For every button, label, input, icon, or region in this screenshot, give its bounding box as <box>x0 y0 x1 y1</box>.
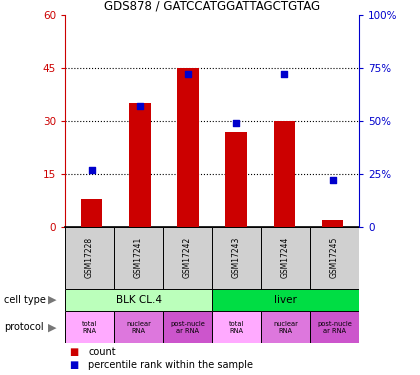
Bar <box>129 103 151 227</box>
Point <box>329 177 336 183</box>
Text: ▶: ▶ <box>48 295 57 305</box>
Text: nuclear
RNA: nuclear RNA <box>273 321 298 334</box>
Bar <box>163 227 212 289</box>
Bar <box>81 199 102 227</box>
Text: ■: ■ <box>69 347 79 357</box>
Text: protocol: protocol <box>4 322 44 332</box>
Bar <box>114 227 163 289</box>
Text: GSM17243: GSM17243 <box>232 237 241 279</box>
Point <box>88 166 95 172</box>
Text: post-nucle
ar RNA: post-nucle ar RNA <box>317 321 352 334</box>
Bar <box>65 311 114 343</box>
Bar <box>212 289 359 311</box>
Text: GSM17244: GSM17244 <box>281 237 290 279</box>
Text: ▶: ▶ <box>48 322 57 332</box>
Text: GSM17245: GSM17245 <box>330 237 339 279</box>
Point <box>185 71 192 77</box>
Text: total
RNA: total RNA <box>229 321 244 334</box>
Text: total
RNA: total RNA <box>82 321 97 334</box>
Bar <box>114 311 163 343</box>
Point <box>281 71 288 77</box>
Text: GSM17242: GSM17242 <box>183 237 192 278</box>
Text: ■: ■ <box>69 360 79 370</box>
Text: GSM17241: GSM17241 <box>134 237 143 278</box>
Text: nuclear
RNA: nuclear RNA <box>126 321 151 334</box>
Text: percentile rank within the sample: percentile rank within the sample <box>88 360 253 370</box>
Text: liver: liver <box>274 295 297 305</box>
Bar <box>261 227 310 289</box>
Bar <box>273 121 295 227</box>
Bar <box>310 227 359 289</box>
Bar <box>226 132 247 227</box>
Bar <box>177 68 199 227</box>
Point <box>233 120 239 126</box>
Bar <box>65 289 212 311</box>
Text: BLK CL.4: BLK CL.4 <box>116 295 162 305</box>
Bar <box>322 220 344 227</box>
Title: GDS878 / GATCCATGGATTAGCTGTAG: GDS878 / GATCCATGGATTAGCTGTAG <box>104 0 320 12</box>
Bar <box>212 311 261 343</box>
Bar <box>65 227 114 289</box>
Text: post-nucle
ar RNA: post-nucle ar RNA <box>170 321 205 334</box>
Text: GSM17228: GSM17228 <box>85 237 94 278</box>
Bar <box>310 311 359 343</box>
Bar <box>163 311 212 343</box>
Text: cell type: cell type <box>4 295 46 305</box>
Bar <box>212 227 261 289</box>
Text: count: count <box>88 347 116 357</box>
Bar <box>261 311 310 343</box>
Point <box>136 103 143 109</box>
